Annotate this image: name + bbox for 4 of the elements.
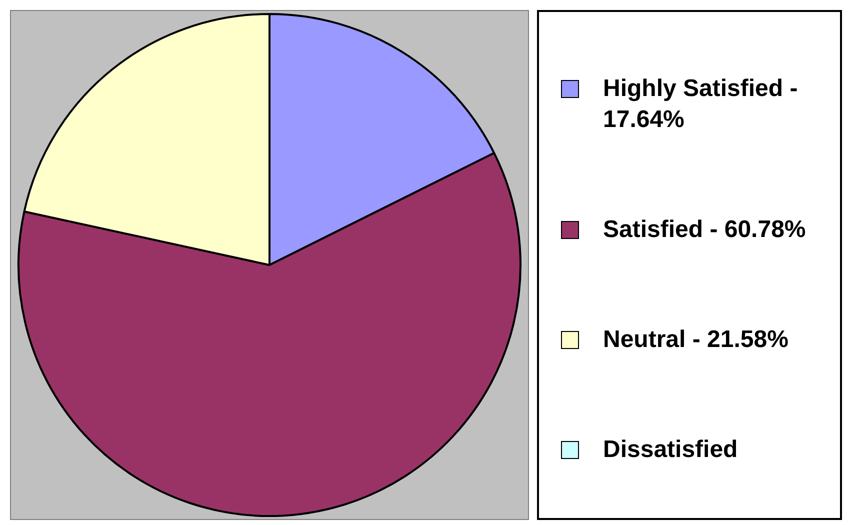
legend-label: Satisfied - 60.78% (603, 215, 806, 246)
legend-label: Neutral - 21.58% (603, 324, 788, 355)
legend-label: Dissatisfied (603, 434, 738, 465)
legend-label: Highly Satisfied - 17.64% (603, 74, 799, 136)
